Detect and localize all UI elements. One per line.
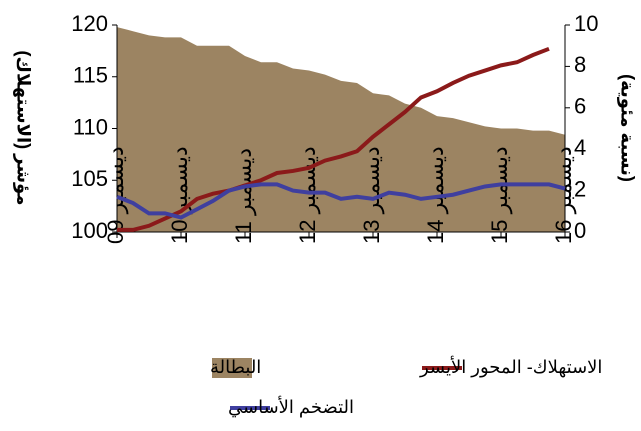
legend-swatch (212, 358, 252, 378)
x-tick-label: ديسمبر 10 (167, 146, 192, 244)
area (117, 27, 565, 232)
legend-label: التضخم الأساسي (228, 396, 354, 418)
y-axis-label: مؤشر (الاستهلاك) (12, 51, 33, 206)
y-tick-label: 110 (73, 114, 108, 139)
y2-tick-label: 4 (574, 135, 586, 160)
x-tick-label: ديسمبر 09 (103, 146, 128, 244)
y2-tick-label: 2 (574, 176, 586, 201)
legend-label: الاستهلاك- المحور الأيسر (419, 356, 602, 378)
y2-tick-label: 10 (574, 11, 598, 36)
y2-axis-label: (نسبة مئوية) (616, 74, 637, 182)
x-tick-label: ديسمبر 16 (551, 146, 576, 244)
line (117, 46, 550, 232)
x-tick-label: ديسمبر 11 (231, 148, 256, 244)
x-tick-label: ديسمبر 12 (295, 146, 320, 244)
y-tick-label: 105 (71, 166, 108, 191)
y2-tick-label: 6 (574, 94, 586, 119)
y-tick-label: 120 (71, 11, 108, 36)
y2-tick-label: 8 (574, 52, 586, 77)
y-tick-label: 115 (73, 63, 108, 88)
line (116, 182, 566, 220)
x-tick-label: ديسمبر 15 (487, 146, 512, 244)
y-tick-label: 100 (71, 218, 108, 243)
legend-label: البطالة (210, 357, 261, 377)
y2-tick-label: 0 (574, 218, 586, 243)
